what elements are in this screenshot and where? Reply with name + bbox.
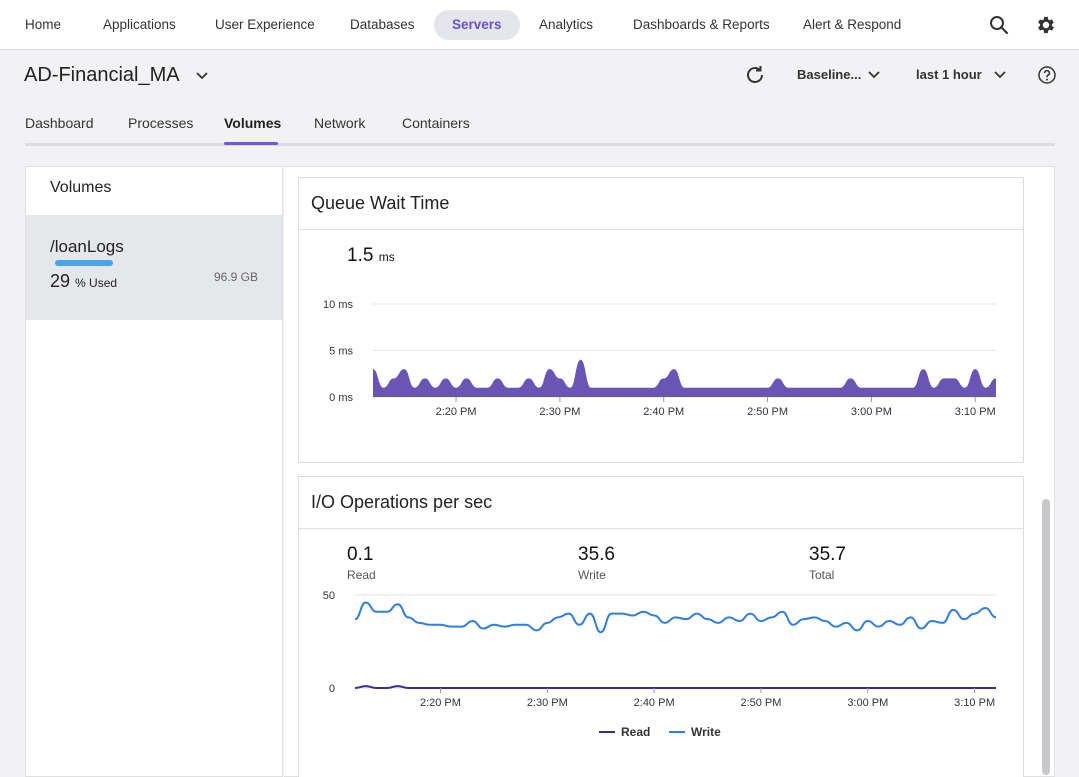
nav-analytics[interactable]: Analytics <box>539 17 594 32</box>
legend-label: Read <box>621 725 650 739</box>
chevron-down-icon[interactable] <box>866 67 882 83</box>
io-ops-chart: 50 0 2:20 PM 2:30 PM 2:40 PM 2:50 PM 3:00 PM 3:… <box>323 590 997 739</box>
x-tick-label: 2:30 PM <box>539 406 580 418</box>
refresh-icon[interactable] <box>743 63 767 87</box>
queue-metric: 1.5 ms <box>347 245 395 267</box>
chevron-down-icon[interactable] <box>992 67 1008 83</box>
gear-icon[interactable] <box>1035 14 1057 36</box>
y-tick-label: 10 ms <box>323 299 353 311</box>
nav-home[interactable]: Home <box>25 17 62 32</box>
tab-processes[interactable]: Processes <box>128 115 194 131</box>
write-label: Write <box>578 568 606 582</box>
card-divider <box>299 528 1023 529</box>
timerange-dropdown[interactable]: last 1 hour <box>916 67 982 82</box>
active-tab-indicator <box>224 142 278 145</box>
nav-servers[interactable]: Servers <box>434 10 520 40</box>
y-tick-label: 50 <box>323 590 335 602</box>
queue-unit: ms <box>378 250 395 264</box>
write-value: 35.6 <box>578 544 615 565</box>
nav-databases[interactable]: Databases <box>350 17 415 32</box>
queue-area-series <box>373 359 996 397</box>
tab-dashboard[interactable]: Dashboard <box>25 115 94 131</box>
read-value: 0.1 <box>347 544 374 565</box>
server-title: AD-Financial_MA <box>24 64 180 86</box>
queue-value: 1.5 <box>347 245 374 266</box>
x-tick-label: 3:00 PM <box>851 406 892 418</box>
y-tick-label: 0 <box>329 683 335 695</box>
chevron-down-icon[interactable] <box>193 67 211 85</box>
volume-size: 96.9 GB <box>213 270 258 284</box>
volume-name: /loanLogs <box>50 237 124 256</box>
tab-network[interactable]: Network <box>314 115 366 131</box>
volume-usage-bar <box>55 260 113 266</box>
card-divider <box>299 229 1023 230</box>
y-tick-label: 0 ms <box>329 392 353 404</box>
total-label: Total <box>809 568 835 582</box>
volume-details: Queue Wait Time 1.5 ms 10 ms 5 ms 0 ms 2:20… <box>284 166 1055 777</box>
queue-wait-chart: 10 ms 5 ms 0 ms 2:20 PM 2:30 PM 2:40 PM 2:50 P… <box>323 299 996 418</box>
x-tick-label: 2:20 PM <box>420 697 461 709</box>
x-tick-label: 3:00 PM <box>847 697 888 709</box>
x-tick-label: 2:50 PM <box>747 406 788 418</box>
volume-used-value: 29 <box>50 271 71 291</box>
volumes-sidebar: Volumes /loanLogs 29 % Used 96.9 GB <box>25 166 283 777</box>
volume-used-suffix: % Used <box>75 276 118 290</box>
volume-item[interactable]: /loanLogs 29 % Used 96.9 GB <box>26 215 282 320</box>
tabs-divider <box>25 143 1055 146</box>
nav-alert-respond[interactable]: Alert & Respond <box>803 17 902 32</box>
nav-user-experience[interactable]: User Experience <box>215 17 315 32</box>
top-navigation: Home Applications User Experience Databa… <box>0 0 1079 50</box>
tab-volumes[interactable]: Volumes <box>224 115 282 131</box>
scrollbar-thumb[interactable] <box>1042 499 1050 775</box>
x-tick-label: 2:50 PM <box>740 697 781 709</box>
queue-wait-card: Queue Wait Time 1.5 ms 10 ms 5 ms 0 ms 2:20… <box>298 177 1024 463</box>
x-tick-label: 3:10 PM <box>955 406 996 418</box>
y-tick-label: 5 ms <box>329 346 353 358</box>
nav-dashboards-reports[interactable]: Dashboards & Reports <box>633 17 770 32</box>
read-series-line <box>354 685 996 689</box>
nav-applications[interactable]: Applications <box>103 17 176 32</box>
read-label: Read <box>347 568 376 582</box>
sidebar-title: Volumes <box>50 179 112 196</box>
help-icon[interactable] <box>1037 65 1057 85</box>
card-title: I/O Operations per sec <box>311 492 493 512</box>
volume-used: 29 % Used <box>50 271 117 292</box>
x-tick-label: 2:40 PM <box>634 697 675 709</box>
search-icon[interactable] <box>988 14 1010 36</box>
total-value: 35.7 <box>809 544 846 565</box>
x-tick-label: 3:10 PM <box>954 697 995 709</box>
write-series-line <box>354 601 997 634</box>
io-ops-card: I/O Operations per sec 0.1 Read 35.6 Wri… <box>298 476 1024 777</box>
x-tick-label: 2:40 PM <box>643 406 684 418</box>
x-tick-label: 2:30 PM <box>527 697 568 709</box>
tab-containers[interactable]: Containers <box>402 115 470 131</box>
x-tick-label: 2:20 PM <box>436 406 477 418</box>
legend-label: Write <box>691 725 721 739</box>
card-title: Queue Wait Time <box>311 193 450 213</box>
baseline-dropdown[interactable]: Baseline... <box>797 67 862 82</box>
